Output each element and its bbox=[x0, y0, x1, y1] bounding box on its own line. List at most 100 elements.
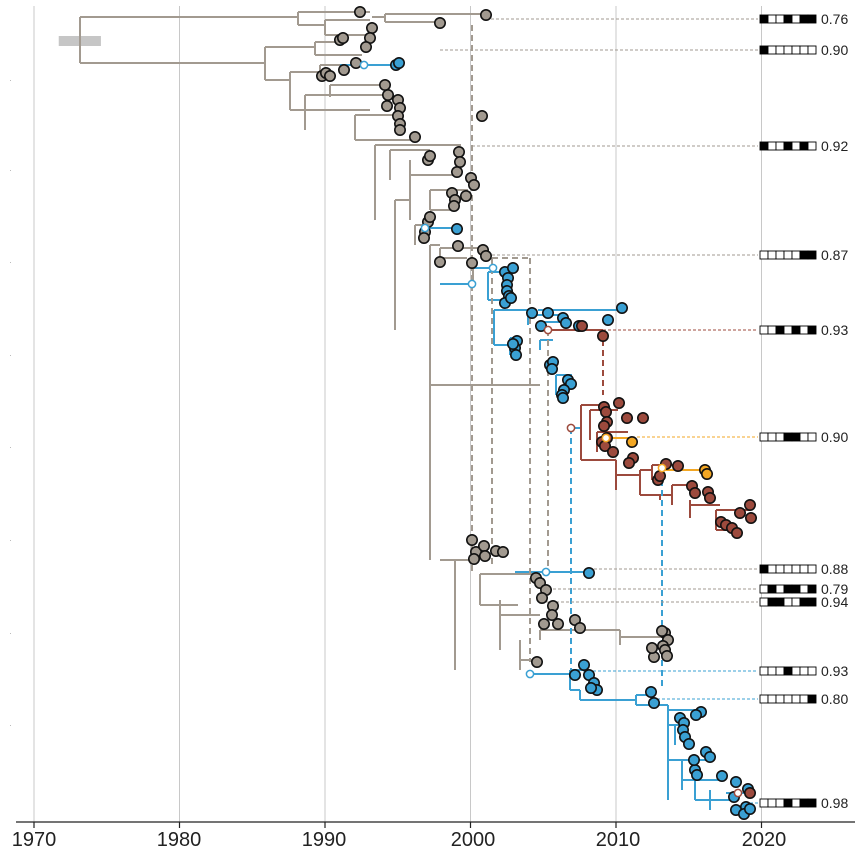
support-value-10: 0.80 bbox=[821, 691, 848, 707]
marker-cell-9-1 bbox=[767, 666, 777, 676]
marker-cell-5-2 bbox=[775, 432, 785, 442]
tip-point-134 bbox=[577, 658, 590, 671]
left-tick-4 bbox=[10, 447, 11, 448]
tip-point-37 bbox=[417, 232, 430, 245]
x-tick-label-2000: 2000 bbox=[451, 829, 496, 851]
tip-point-14 bbox=[392, 56, 405, 69]
ancestral-node-9 bbox=[525, 669, 535, 679]
left-tick-3 bbox=[10, 355, 11, 356]
tip-point-42 bbox=[479, 250, 492, 263]
marker-cell-4-1 bbox=[767, 325, 777, 335]
marker-cell-0-0 bbox=[759, 14, 769, 24]
support-value-5: 0.90 bbox=[821, 429, 848, 445]
marker-cell-9-2 bbox=[775, 666, 785, 676]
tip-point-146 bbox=[682, 737, 695, 750]
tip-point-102 bbox=[733, 506, 746, 519]
tip-point-161 bbox=[743, 802, 756, 815]
x-tick-label-1970: 1970 bbox=[12, 829, 57, 851]
marker-cell-3-4 bbox=[791, 250, 801, 260]
marker-cell-0-1 bbox=[767, 14, 777, 24]
marker-cell-0-4 bbox=[791, 14, 801, 24]
marker-cell-9-5 bbox=[799, 666, 809, 676]
ancestral-node-1 bbox=[420, 223, 430, 233]
marker-cell-5-4 bbox=[791, 432, 801, 442]
marker-cell-11-4 bbox=[791, 798, 801, 808]
marker-cell-1-5 bbox=[799, 45, 809, 55]
marker-cell-3-2 bbox=[775, 250, 785, 260]
tip-point-38 bbox=[423, 211, 436, 224]
marker-cell-11-0 bbox=[759, 798, 769, 808]
support-value-1: 0.90 bbox=[821, 42, 848, 58]
marker-cell-6-1 bbox=[767, 564, 777, 574]
marker-cell-6-6 bbox=[807, 564, 817, 574]
marker-cell-6-2 bbox=[775, 564, 785, 574]
tip-point-91 bbox=[653, 469, 666, 482]
tip-point-109 bbox=[477, 539, 490, 552]
marker-cell-8-6 bbox=[807, 597, 817, 607]
tip-point-75 bbox=[556, 391, 569, 404]
tip-point-120 bbox=[545, 608, 558, 621]
tip-point-23 bbox=[393, 124, 406, 137]
marker-row-0: 0.76 bbox=[759, 11, 848, 27]
marker-cell-10-5 bbox=[799, 694, 809, 704]
tip-point-121 bbox=[537, 617, 550, 630]
tip-point-1 bbox=[365, 21, 378, 34]
marker-cell-5-3 bbox=[783, 432, 793, 442]
marker-row-5: 0.90 bbox=[759, 429, 848, 445]
marker-cell-3-5 bbox=[799, 250, 809, 260]
marker-cell-8-3 bbox=[783, 597, 793, 607]
marker-cell-1-4 bbox=[791, 45, 801, 55]
marker-cell-10-1 bbox=[767, 694, 777, 704]
tip-point-139 bbox=[584, 681, 597, 694]
tip-point-153 bbox=[687, 753, 700, 766]
marker-cell-4-5 bbox=[799, 325, 809, 335]
marker-cell-2-4 bbox=[791, 141, 801, 151]
tip-point-58 bbox=[525, 306, 538, 319]
tip-point-97 bbox=[688, 486, 701, 499]
support-value-8: 0.94 bbox=[821, 594, 848, 610]
ancestral-node-5 bbox=[566, 423, 576, 433]
tip-point-95 bbox=[700, 467, 713, 480]
tip-point-22 bbox=[408, 131, 421, 144]
left-tick-7 bbox=[10, 725, 11, 726]
tip-point-61 bbox=[559, 316, 572, 329]
tip-point-114 bbox=[582, 566, 595, 579]
marker-cell-7-1 bbox=[767, 584, 777, 594]
ancestral-node-4 bbox=[543, 325, 553, 335]
marker-cell-3-3 bbox=[783, 250, 793, 260]
tip-point-21 bbox=[380, 100, 393, 113]
tip-point-118 bbox=[535, 591, 548, 604]
tip-point-99 bbox=[703, 491, 716, 504]
tip-point-63 bbox=[601, 313, 614, 326]
marker-row-8: 0.94 bbox=[759, 594, 848, 610]
tip-point-88 bbox=[622, 456, 635, 469]
tip-point-150 bbox=[703, 750, 716, 763]
marker-cell-6-4 bbox=[791, 564, 801, 574]
ancestral-node-10 bbox=[733, 788, 743, 798]
marker-cell-5-1 bbox=[767, 432, 777, 442]
marker-cell-2-3 bbox=[783, 141, 793, 151]
tip-point-12 bbox=[323, 70, 336, 83]
left-tick-5 bbox=[10, 540, 11, 541]
tip-point-92 bbox=[671, 459, 684, 472]
x-axis: 1970 1980 1990 2000 2010 2020 bbox=[12, 821, 855, 851]
tip-point-45 bbox=[433, 255, 446, 268]
tip-point-66 bbox=[575, 319, 588, 332]
marker-cell-8-0 bbox=[759, 597, 769, 607]
tip-point-77 bbox=[599, 405, 612, 418]
support-value-3: 0.87 bbox=[821, 247, 848, 263]
tip-point-34 bbox=[447, 200, 460, 213]
marker-cell-11-3 bbox=[783, 798, 793, 808]
marker-cell-7-0 bbox=[759, 584, 769, 594]
ancestral-node-2 bbox=[467, 279, 477, 289]
marker-cell-2-5 bbox=[799, 141, 809, 151]
tip-point-40 bbox=[450, 223, 463, 236]
tip-point-52 bbox=[504, 291, 517, 304]
tip-point-25 bbox=[453, 156, 466, 169]
tip-point-112 bbox=[496, 545, 509, 558]
marker-cell-10-4 bbox=[791, 694, 801, 704]
support-value-4: 0.93 bbox=[821, 322, 848, 338]
tip-point-44 bbox=[451, 240, 464, 253]
tip-point-89 bbox=[625, 435, 638, 448]
support-value-7: 0.79 bbox=[821, 581, 848, 597]
